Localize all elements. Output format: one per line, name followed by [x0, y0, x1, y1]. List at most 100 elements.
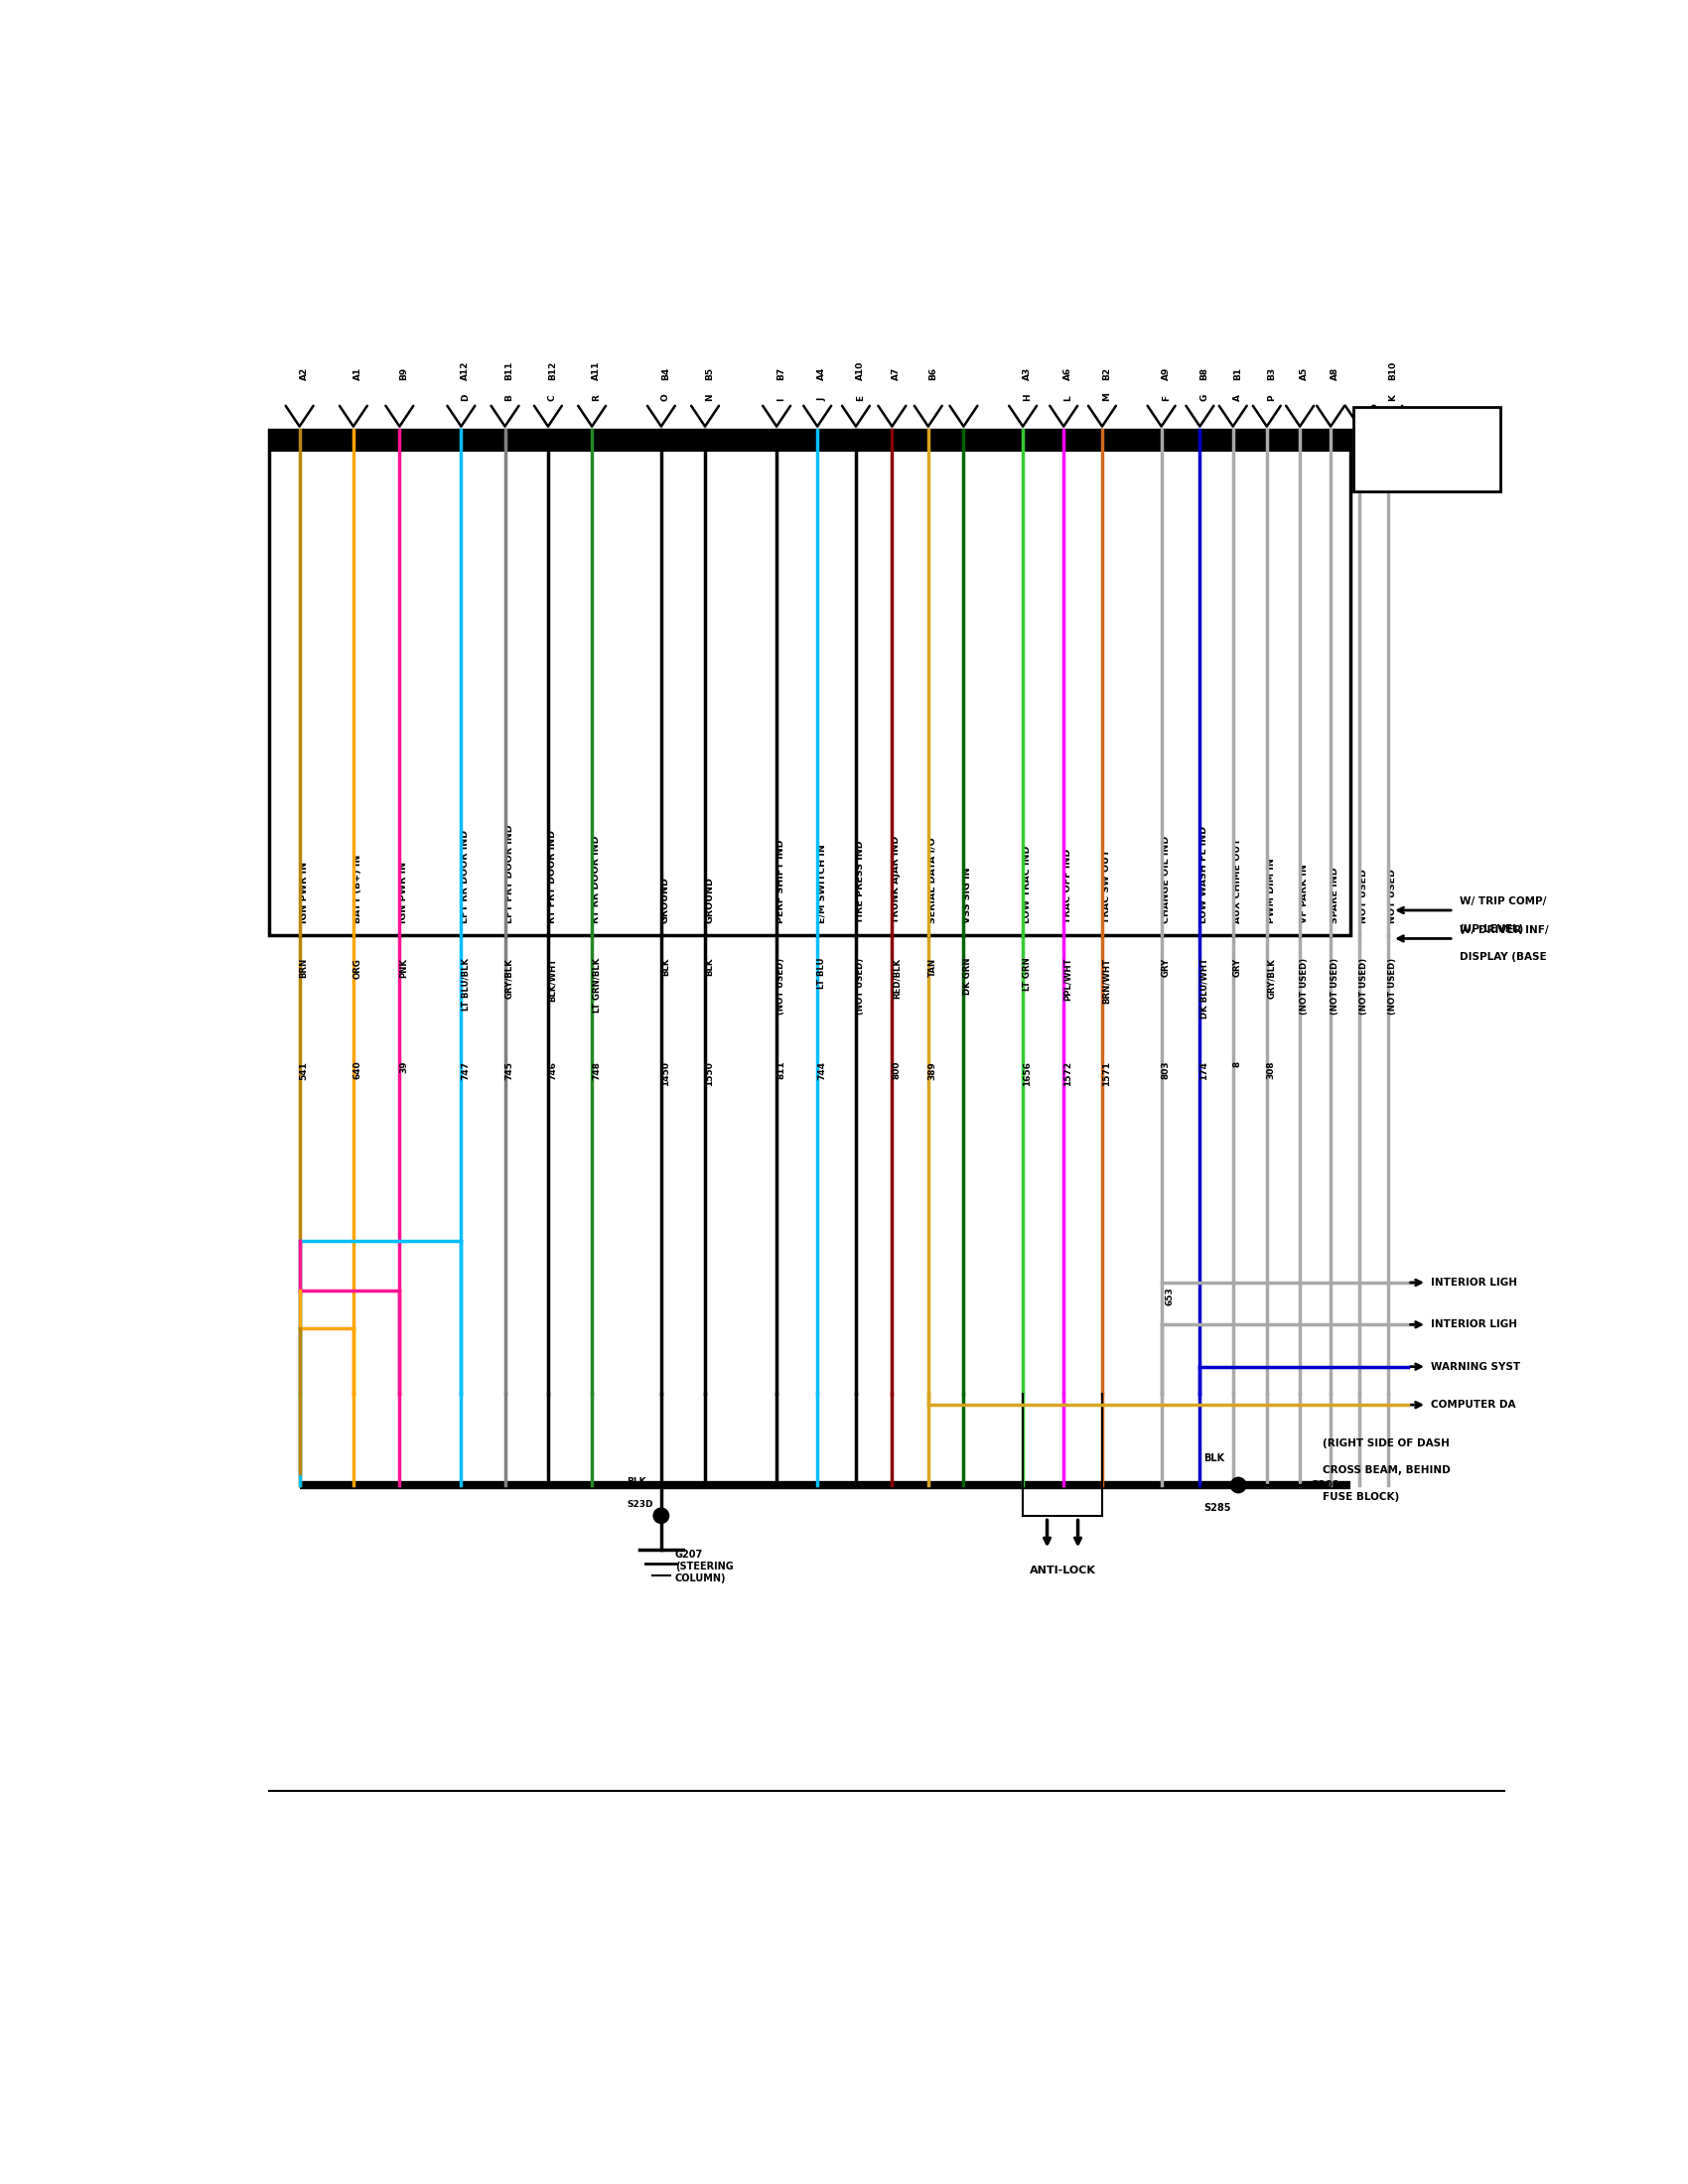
Text: B11: B11 [505, 360, 513, 380]
Text: 803: 803 [1161, 1061, 1170, 1079]
Text: VF PARK IN: VF PARK IN [1300, 865, 1308, 924]
Text: A9: A9 [1161, 367, 1170, 380]
Text: 541: 541 [299, 1061, 309, 1079]
Text: A2: A2 [299, 367, 309, 380]
Text: S23D: S23D [626, 1500, 653, 1509]
Text: GRY: GRY [1161, 959, 1170, 976]
Text: (UP-LEVEL): (UP-LEVEL) [1458, 924, 1524, 935]
Text: B2: B2 [1102, 367, 1111, 380]
Text: LT GRN/BLK: LT GRN/BLK [592, 959, 601, 1013]
Text: B10: B10 [1388, 363, 1398, 380]
Text: ANTI-LOCK: ANTI-LOCK [1030, 1566, 1096, 1575]
Text: DK GRN: DK GRN [964, 959, 972, 996]
Text: B: B [505, 395, 513, 402]
Text: F: F [1161, 395, 1170, 402]
Text: (NOT USED): (NOT USED) [1330, 959, 1340, 1013]
Text: B7: B7 [776, 367, 785, 380]
Circle shape [1231, 1476, 1246, 1494]
Text: 640: 640 [353, 1061, 363, 1079]
Text: A8: A8 [1330, 367, 1340, 380]
Text: M: M [1102, 393, 1111, 402]
Text: 746: 746 [549, 1061, 557, 1079]
Text: A5: A5 [1300, 367, 1308, 380]
Text: RED/BLK: RED/BLK [891, 959, 901, 998]
Text: 1572: 1572 [1063, 1061, 1072, 1085]
Text: 308: 308 [1266, 1061, 1276, 1079]
Text: O: O [662, 393, 670, 402]
Text: H: H [1023, 393, 1031, 402]
Text: A12: A12 [461, 360, 469, 380]
Text: 744: 744 [817, 1061, 827, 1079]
Text: A7: A7 [891, 367, 901, 380]
Text: 1571: 1571 [1102, 1061, 1111, 1085]
Text: GRY/BLK: GRY/BLK [1266, 959, 1276, 998]
Text: TRUNK AJAR IND: TRUNK AJAR IND [891, 836, 901, 924]
Text: BLK: BLK [626, 1476, 647, 1485]
Text: (NOT USED): (NOT USED) [856, 959, 864, 1013]
Text: S285: S285 [1204, 1503, 1231, 1514]
Text: BLK: BLK [1204, 1452, 1225, 1463]
Text: DRIVER INFORMA-
DISPLAY (DID) OR
TRIP CALCULATO: DRIVER INFORMA- DISPLAY (DID) OR TRIP CA… [1361, 411, 1472, 443]
Text: LFT FRT DOOR IND: LFT FRT DOOR IND [505, 823, 513, 924]
Text: SPARE IND: SPARE IND [1330, 867, 1340, 924]
Text: A1: A1 [353, 367, 363, 380]
Text: LOW WASH FL IND: LOW WASH FL IND [1200, 826, 1209, 924]
Text: GROUND: GROUND [662, 876, 670, 924]
Text: (RIGHT SIDE OF DASH: (RIGHT SIDE OF DASH [1323, 1437, 1450, 1448]
Text: W/ DRIVER INF/: W/ DRIVER INF/ [1458, 924, 1548, 935]
Text: BLK: BLK [706, 959, 714, 976]
Text: DISPLAY (BASE: DISPLAY (BASE [1458, 952, 1546, 963]
Text: BLK/WHT: BLK/WHT [549, 959, 557, 1002]
Text: R: R [592, 395, 601, 402]
Text: K: K [1388, 395, 1398, 402]
Text: LFT RR DOOR IND: LFT RR DOOR IND [461, 830, 469, 924]
Text: WARNING SYST: WARNING SYST [1431, 1361, 1521, 1372]
Text: D: D [461, 393, 469, 402]
Text: PPL/WHT: PPL/WHT [1063, 959, 1072, 1000]
Text: (NOT USED): (NOT USED) [1300, 959, 1308, 1013]
Text: BRN/WHT: BRN/WHT [1102, 959, 1111, 1002]
Text: A: A [1232, 395, 1242, 402]
Text: G201: G201 [1310, 1481, 1340, 1489]
Text: 748: 748 [592, 1061, 601, 1079]
Text: 745: 745 [505, 1061, 513, 1079]
Text: LT BLU: LT BLU [817, 959, 827, 989]
Text: COMPUTER DA: COMPUTER DA [1431, 1400, 1516, 1411]
Text: TRAC SW OUT: TRAC SW OUT [1102, 850, 1111, 924]
Text: ORG: ORG [353, 959, 363, 978]
Text: 39: 39 [400, 1061, 408, 1072]
Text: BLK: BLK [662, 959, 670, 976]
Text: B9: B9 [400, 367, 408, 380]
Text: 811: 811 [776, 1061, 785, 1079]
Text: NOT USED: NOT USED [1388, 869, 1398, 924]
Text: A4: A4 [817, 367, 827, 380]
Circle shape [653, 1507, 668, 1524]
Bar [268, 430, 1350, 452]
Text: A3: A3 [1023, 367, 1031, 380]
Text: 389: 389 [928, 1061, 937, 1079]
Text: G207
(STEERING
COLUMN): G207 (STEERING COLUMN) [675, 1551, 733, 1583]
Text: (NOT USED): (NOT USED) [1359, 959, 1367, 1013]
Text: E: E [856, 395, 864, 402]
Text: A10: A10 [856, 360, 864, 380]
Bar [1354, 406, 1501, 491]
Text: E/M SWITCH IN: E/M SWITCH IN [817, 843, 827, 924]
Text: PWM DIM IN: PWM DIM IN [1266, 858, 1276, 924]
Text: GRY: GRY [1232, 959, 1242, 976]
Text: VSS SIG IN: VSS SIG IN [964, 867, 972, 924]
Text: 174: 174 [1200, 1061, 1209, 1079]
Text: 747: 747 [461, 1061, 469, 1079]
Text: 1656: 1656 [1023, 1061, 1031, 1085]
Text: LT BLU/BLK: LT BLU/BLK [461, 959, 469, 1011]
Text: B1: B1 [1232, 367, 1242, 380]
Text: 800: 800 [891, 1061, 901, 1079]
Text: N: N [706, 393, 714, 402]
Text: 1450: 1450 [662, 1061, 670, 1085]
Text: GRY/BLK: GRY/BLK [505, 959, 513, 998]
Text: 653: 653 [1165, 1286, 1175, 1306]
Text: B3: B3 [1266, 367, 1276, 380]
Text: GROUND: GROUND [706, 876, 714, 924]
Bar [268, 430, 1350, 935]
Text: P: P [1266, 395, 1276, 402]
Text: INTERIOR LIGH: INTERIOR LIGH [1431, 1319, 1518, 1330]
